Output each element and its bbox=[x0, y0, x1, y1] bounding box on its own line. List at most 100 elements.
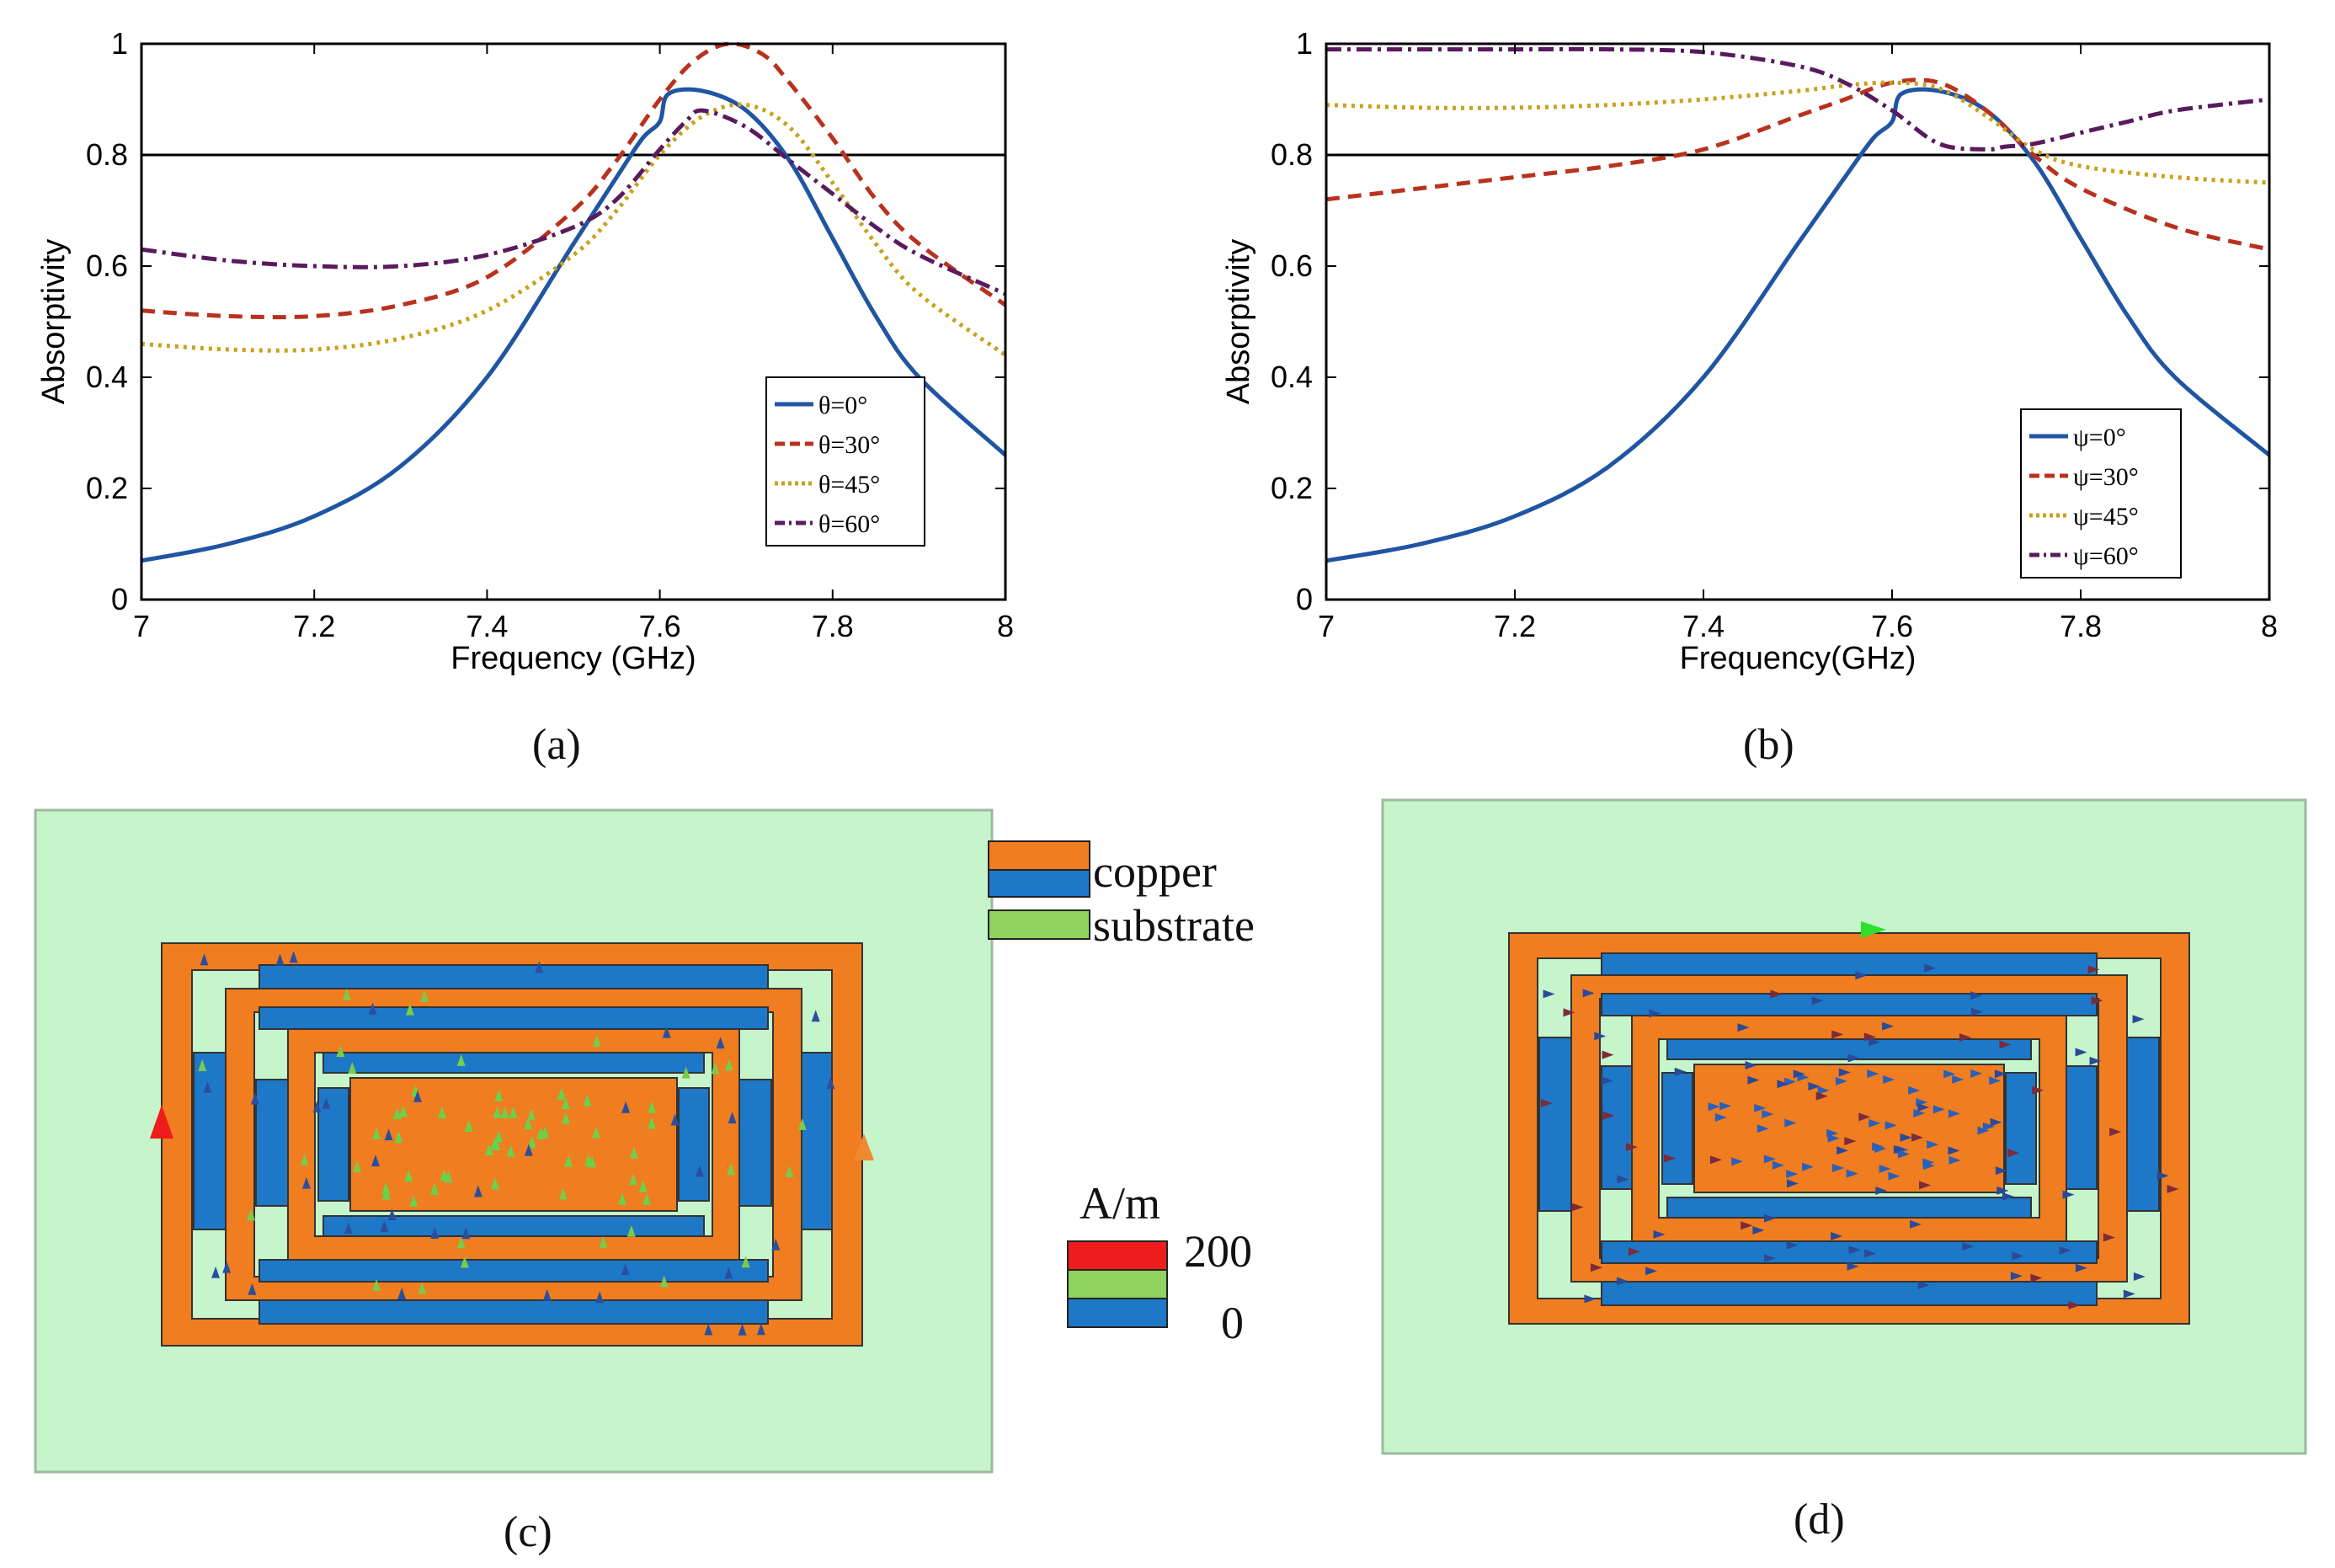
gap-bar-left-inner bbox=[317, 1087, 349, 1202]
current-arrow-mark bbox=[592, 1034, 601, 1047]
current-arrow-mark bbox=[1653, 1229, 1666, 1239]
current-arrow-mark bbox=[797, 1117, 807, 1130]
current-arrow-mark bbox=[409, 1194, 418, 1207]
current-arrow-mark bbox=[681, 1066, 690, 1079]
current-arrow-mark bbox=[621, 1263, 630, 1276]
caption-a: (a) bbox=[532, 721, 581, 769]
current-arrow-mark bbox=[1709, 1155, 1722, 1165]
gap-bar-bottom-middle bbox=[259, 1259, 769, 1283]
current-arrow-mark bbox=[1617, 1175, 1629, 1184]
gap-bar-right-outer bbox=[2123, 1037, 2160, 1212]
current-arrow-mark bbox=[2068, 1300, 2081, 1309]
current-arrow-mark bbox=[371, 1155, 380, 1167]
current-arrow-mark bbox=[542, 1288, 552, 1301]
current-arrow-mark bbox=[1908, 1085, 1921, 1095]
current-arrow-mark bbox=[336, 1045, 345, 1058]
current-arrow-mark bbox=[1571, 1203, 1584, 1212]
gap-bar-left-middle bbox=[255, 1079, 291, 1207]
x-tick-label: 8 bbox=[997, 609, 1014, 643]
current-arrow-mark bbox=[1563, 1008, 1575, 1017]
current-arrow-mark bbox=[2103, 1233, 2115, 1242]
current-arrow-mark bbox=[1847, 1261, 1859, 1271]
y-tick-label: 0.8 bbox=[1271, 137, 1313, 172]
current-arrow-mark bbox=[1817, 1085, 1830, 1095]
current-arrow-mark bbox=[1601, 1076, 1613, 1085]
current-arrow-mark bbox=[564, 1155, 573, 1167]
current-arrow-mark bbox=[1649, 1009, 1661, 1018]
copper-swatch-blue bbox=[988, 869, 1090, 898]
current-arrow-mark bbox=[1737, 1023, 1750, 1032]
current-arrow-mark bbox=[1869, 1037, 1881, 1047]
current-arrow-mark bbox=[1602, 1111, 1615, 1120]
current-arrow-mark bbox=[1714, 1113, 1727, 1123]
y-tick-label: 0.6 bbox=[1271, 248, 1313, 283]
current-arrow-mark bbox=[418, 1282, 427, 1294]
gap-bar-left-outer bbox=[1538, 1037, 1575, 1212]
current-arrow-mark bbox=[1801, 1162, 1814, 1171]
current-arrow-mark bbox=[1910, 1219, 1922, 1229]
current-arrow-mark bbox=[1594, 1032, 1607, 1041]
current-arrow-mark bbox=[638, 1180, 648, 1192]
current-arrow-mark bbox=[1757, 1124, 1769, 1133]
current-arrow-mark bbox=[438, 1107, 447, 1119]
current-arrow-mark bbox=[387, 1208, 397, 1221]
x-tick-label: 7.2 bbox=[293, 609, 335, 643]
current-arrow-mark bbox=[2133, 1272, 2146, 1281]
current-arrow-mark bbox=[1982, 1122, 1995, 1131]
gap-bar-top-inner bbox=[323, 1052, 705, 1074]
current-arrow-mark bbox=[1770, 989, 1783, 999]
current-arrow-mark bbox=[2007, 1149, 2020, 1158]
y-tick-label: 0.6 bbox=[86, 248, 128, 283]
y-tick-label: 0.4 bbox=[1271, 360, 1313, 394]
current-arrow-mark bbox=[648, 1101, 657, 1113]
gap-bar-right-middle bbox=[2062, 1065, 2098, 1190]
current-arrow-mark bbox=[2087, 965, 2100, 974]
current-arrow-mark bbox=[211, 1266, 221, 1278]
current-arrow-mark bbox=[716, 1037, 725, 1049]
current-arrow-mark bbox=[1719, 1101, 1732, 1111]
current-arrow-mark bbox=[1864, 1249, 1877, 1258]
current-arrow-mark bbox=[1602, 1050, 1614, 1059]
current-arrow-mark bbox=[2032, 1085, 2044, 1095]
current-arrow-mark bbox=[1917, 1281, 1930, 1290]
gap-bar-bottom-outer bbox=[259, 1298, 769, 1325]
gap-bar-right-middle bbox=[737, 1079, 772, 1207]
current-arrow-mark bbox=[727, 1163, 736, 1176]
current-arrow-mark bbox=[756, 1323, 765, 1336]
current-arrow-mark bbox=[1943, 1069, 1956, 1079]
current-arrow-mark bbox=[738, 1323, 747, 1336]
series-line-3 bbox=[141, 108, 1005, 296]
current-arrow-mark bbox=[2010, 1272, 2023, 1281]
current-arrow-mark bbox=[1831, 1232, 1843, 1241]
current-arrow-mark bbox=[398, 1105, 408, 1117]
current-arrow-mark bbox=[2059, 1245, 2071, 1255]
current-arrow-mark bbox=[203, 1080, 212, 1093]
caption-c: (c) bbox=[504, 1508, 552, 1556]
current-arrow-mark bbox=[1927, 1140, 1939, 1149]
current-arrow-mark bbox=[1888, 1171, 1901, 1181]
current-arrow-mark bbox=[695, 1165, 704, 1177]
current-arrow-mark bbox=[662, 1026, 671, 1038]
current-arrow-mark bbox=[1919, 1181, 1932, 1190]
current-arrow-mark bbox=[372, 1127, 381, 1139]
current-arrow-mark bbox=[2123, 1289, 2135, 1299]
current-arrow-mark bbox=[1808, 1082, 1821, 1091]
current-arrow-mark bbox=[275, 953, 285, 966]
series-line-3 bbox=[1326, 46, 2269, 152]
current-arrow-mark bbox=[584, 1154, 594, 1166]
current-arrow-mark bbox=[1590, 1263, 1602, 1272]
axes-frame bbox=[1325, 42, 2271, 601]
current-arrow-mark bbox=[200, 953, 209, 966]
current-arrow-mark bbox=[1745, 1060, 1757, 1069]
current-arrow-mark bbox=[1879, 1165, 1891, 1174]
current-arrow-mark bbox=[1584, 1294, 1597, 1304]
x-axis-label: Frequency (GHz) bbox=[450, 641, 696, 676]
current-arrow-mark bbox=[506, 1144, 515, 1157]
current-arrow-mark bbox=[1999, 1040, 2012, 1049]
current-arrow-mark bbox=[1674, 1067, 1687, 1076]
current-arrow-mark bbox=[2075, 1263, 2087, 1272]
current-arrow-mark bbox=[1996, 1186, 2009, 1195]
current-arrow-mark bbox=[1869, 1118, 1881, 1128]
current-arrow-mark bbox=[1786, 1170, 1799, 1179]
current-arrow-mark bbox=[1831, 1030, 1844, 1039]
